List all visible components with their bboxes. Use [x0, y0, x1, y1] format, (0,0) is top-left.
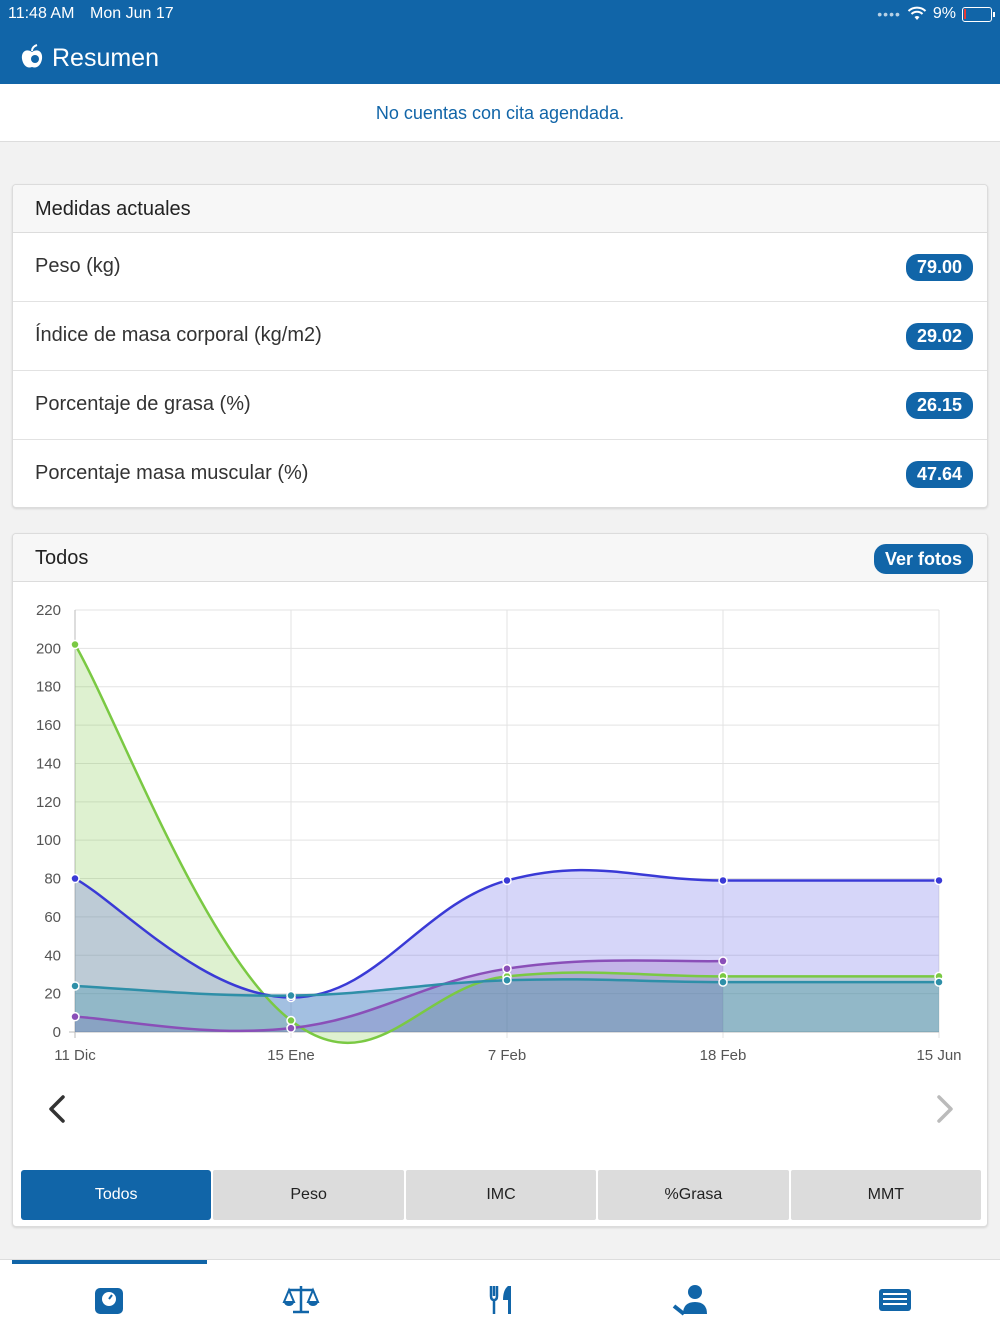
x-tick-label: 11 Dic — [54, 1047, 96, 1064]
data-point — [502, 975, 512, 985]
y-tick-label: 160 — [36, 717, 61, 734]
data-point — [70, 981, 80, 991]
chart-card-title: Todos — [35, 547, 89, 569]
chart-card-header: Todos Ver fotos — [13, 534, 987, 582]
data-point — [286, 1023, 296, 1033]
data-point — [502, 963, 512, 974]
data-point — [934, 977, 944, 987]
app-header: Resumen — [0, 30, 1000, 84]
y-tick-label: 20 — [44, 986, 61, 1003]
y-tick-label: 140 — [36, 755, 61, 772]
measure-label: Peso (kg) — [35, 255, 121, 277]
y-tick-label: 60 — [44, 909, 61, 926]
tab-imc[interactable]: IMC — [405, 1170, 597, 1220]
measure-row-fat: Porcentaje de grasa (%) 26.15 — [13, 371, 987, 440]
measure-label: Porcentaje de grasa (%) — [35, 393, 251, 415]
tab-grasa[interactable]: %Grasa — [598, 1170, 789, 1220]
y-tick-label: 100 — [36, 832, 61, 849]
series-area-1 — [75, 870, 939, 1032]
data-point — [718, 875, 728, 886]
chevron-left-icon[interactable] — [43, 1089, 73, 1129]
apple-logo-icon — [21, 44, 43, 68]
fork-knife-icon[interactable] — [481, 1280, 521, 1320]
status-time: 11:48 AM — [8, 5, 75, 22]
progress-chart: 0 20 40 60 80 100 120 140 160 180 200 220 11 Dic 15 E… — [36, 602, 962, 1064]
user-edit-icon[interactable] — [671, 1280, 711, 1320]
measure-label: Índice de masa corporal (kg/m2) — [35, 324, 322, 346]
chevron-right-icon[interactable] — [929, 1089, 959, 1129]
appointment-notice: No cuentas con cita agendada. — [0, 84, 1000, 142]
battery-percent: 9% — [932, 5, 956, 22]
measure-value-badge: 26.15 — [905, 392, 973, 419]
bottom-tab-bar — [0, 1259, 1000, 1334]
y-tick-label: 180 — [36, 679, 61, 696]
data-point — [70, 873, 80, 884]
y-tick-label: 0 — [53, 1024, 61, 1041]
status-bar: 11:48 AM Mon Jun 17 •••• 9% — [0, 0, 1000, 30]
chart-filter-tabs: Todos Peso IMC %Grasa MMT — [21, 1170, 982, 1220]
tab-todos[interactable]: Todos — [21, 1170, 212, 1220]
data-point — [502, 875, 512, 886]
view-photos-button[interactable]: Ver fotos — [873, 544, 973, 574]
data-point — [718, 977, 728, 987]
measures-card: Medidas actuales Peso (kg) 79.00 Índice … — [12, 184, 988, 508]
data-point — [718, 956, 728, 966]
data-point — [70, 639, 80, 650]
series-line-2 — [74, 959, 724, 1033]
chart-card: Todos Ver fotos 0 20 40 60 80 100 120 140 160 180… — [12, 533, 988, 1227]
status-date: Mon Jun 17 — [90, 5, 174, 22]
data-point — [286, 990, 296, 1001]
wifi-icon — [907, 6, 927, 20]
y-tick-label: 200 — [36, 640, 61, 657]
balance-icon[interactable] — [281, 1280, 321, 1320]
series-line-1 — [74, 868, 939, 999]
data-point — [286, 1015, 296, 1026]
y-tick-label: 220 — [36, 602, 61, 619]
data-point — [70, 1011, 80, 1022]
series-area-0 — [75, 644, 939, 1043]
x-tick-label: 15 Jun — [916, 1047, 961, 1064]
news-icon[interactable] — [875, 1280, 915, 1320]
y-tick-label: 80 — [44, 871, 61, 888]
active-tab-indicator — [12, 1260, 207, 1264]
tab-peso[interactable]: Peso — [213, 1170, 404, 1220]
page-title: Resumen — [52, 44, 159, 72]
measure-row-bmi: Índice de masa corporal (kg/m2) 29.02 — [13, 302, 987, 371]
measure-row-muscle: Porcentaje masa muscular (%) 47.64 — [13, 440, 987, 507]
measure-row-weight: Peso (kg) 79.00 — [13, 233, 987, 302]
measure-label: Porcentaje masa muscular (%) — [35, 462, 309, 484]
x-tick-label: 7 Feb — [488, 1047, 526, 1064]
measure-value-badge: 79.00 — [905, 254, 973, 281]
data-point — [934, 875, 944, 886]
x-tick-label: 15 Ene — [267, 1047, 315, 1064]
measure-value-badge: 29.02 — [905, 323, 973, 350]
signal-icon: •••• — [877, 6, 901, 22]
series-line-0 — [73, 643, 939, 1044]
battery-icon — [962, 6, 995, 22]
y-tick-label: 40 — [44, 947, 61, 964]
measures-card-title: Medidas actuales — [13, 185, 987, 233]
tab-mmt[interactable]: MMT — [790, 1170, 982, 1220]
y-tick-label: 120 — [36, 794, 61, 811]
measure-value-badge: 47.64 — [905, 461, 973, 488]
x-tick-label: 18 Feb — [700, 1047, 747, 1064]
scale-dashboard-icon[interactable] — [89, 1280, 129, 1320]
